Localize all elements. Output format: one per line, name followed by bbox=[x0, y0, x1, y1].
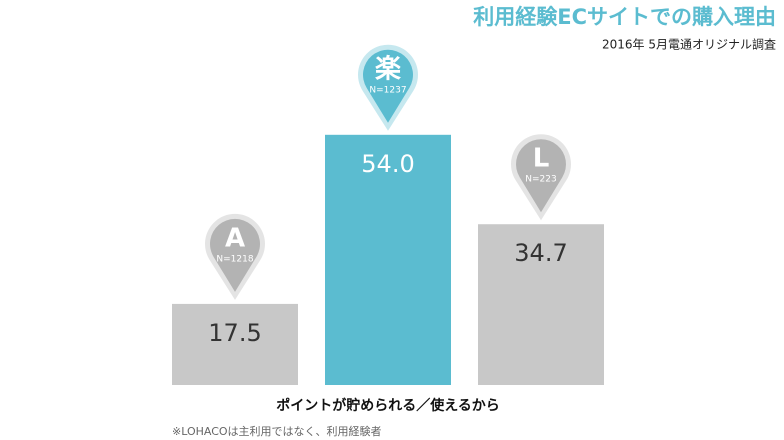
sample-size: N=1237 bbox=[369, 85, 406, 95]
value-label: 34.7 bbox=[514, 239, 567, 267]
sample-size: N=1218 bbox=[216, 254, 253, 264]
pin bbox=[362, 49, 413, 123]
pin bbox=[209, 218, 260, 292]
category-label: 楽 bbox=[375, 54, 402, 84]
category-label: A bbox=[225, 223, 245, 253]
value-label: 17.5 bbox=[208, 319, 261, 347]
pin bbox=[516, 139, 566, 213]
sample-size: N=223 bbox=[525, 175, 556, 185]
footnote: ※LOHACOは主利用ではなく、利用経験者 bbox=[172, 424, 382, 438]
x-axis-label: ポイントが貯められる／使えるから bbox=[276, 397, 500, 414]
bar bbox=[325, 134, 451, 385]
bar bbox=[172, 303, 298, 385]
bar bbox=[478, 224, 604, 385]
category-label: L bbox=[533, 144, 550, 174]
chart-subtitle: 2016年 5月電通オリジナル調査 bbox=[602, 38, 776, 52]
value-label: 54.0 bbox=[361, 150, 414, 178]
chart-title: 利用経験ECサイトでの購入理由 bbox=[473, 5, 776, 29]
